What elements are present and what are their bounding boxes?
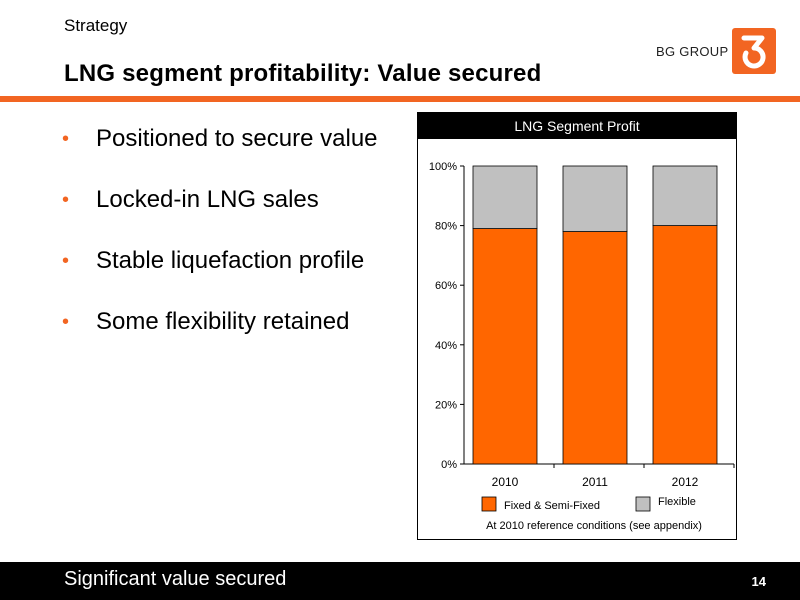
x-tick-label: 2010 [492, 475, 519, 489]
bar-flexible [652, 165, 718, 226]
logo-text: BG GROUP [656, 44, 729, 59]
y-tick-label: 20% [435, 399, 457, 411]
legend-label: Flexible [658, 496, 696, 508]
title-divider [0, 96, 800, 102]
bullet-item: • Locked-in LNG sales [62, 181, 378, 242]
footer-bar: Significant value secured 14 [0, 562, 800, 600]
page-number: 14 [751, 574, 766, 589]
legend-swatch [481, 496, 497, 512]
chart-svg: 0% 20% 40% 60% 80% 100% 2010 2011 2012 Fixed & Se… [429, 161, 735, 532]
bar-flexible [472, 165, 538, 229]
bullet-item: • Positioned to secure value [62, 120, 378, 181]
y-tick-label: 80% [435, 221, 457, 233]
y-tick-label: 100% [429, 161, 457, 173]
bullet-icon: • [62, 311, 70, 333]
bullet-icon: • [62, 189, 70, 211]
legend-label: Fixed & Semi-Fixed [504, 500, 600, 512]
bg-group-logo-icon [732, 28, 776, 74]
bullet-icon: • [62, 128, 70, 150]
section-label: Strategy [64, 16, 128, 35]
bullet-text: Some flexibility retained [96, 308, 350, 335]
bullet-list: • Positioned to secure value • Locked-in L… [62, 120, 378, 364]
bar-fixed [652, 225, 718, 465]
y-tick-label: 40% [435, 340, 457, 352]
chart-title: LNG Segment Profit [418, 113, 736, 139]
bullet-icon: • [62, 250, 70, 272]
page-title: LNG segment profitability: Value secured [64, 60, 542, 87]
chart-panel: 0% 20% 40% 60% 80% 100% 2010 2011 2012 Fixed & Se… [417, 112, 737, 540]
footer-text: Significant value secured [64, 568, 287, 590]
y-tick-label: 0% [441, 459, 457, 471]
chart-note: At 2010 reference conditions (see append… [486, 520, 702, 532]
y-tick-label: 60% [435, 280, 457, 292]
bg-group-logo: BG GROUP [656, 28, 796, 76]
bullet-text: Locked-in LNG sales [96, 186, 319, 213]
bullet-item: • Some flexibility retained [62, 303, 378, 364]
bullet-text: Stable liquefaction profile [96, 247, 365, 274]
x-tick-label: 2012 [672, 475, 699, 489]
legend-swatch [635, 496, 651, 512]
x-tick-label: 2011 [582, 475, 608, 489]
bar-fixed [472, 228, 538, 465]
bar-fixed [562, 231, 628, 465]
bullet-item: • Stable liquefaction profile [62, 242, 378, 303]
bullet-text: Positioned to secure value [96, 125, 378, 152]
bar-flexible [562, 165, 628, 232]
